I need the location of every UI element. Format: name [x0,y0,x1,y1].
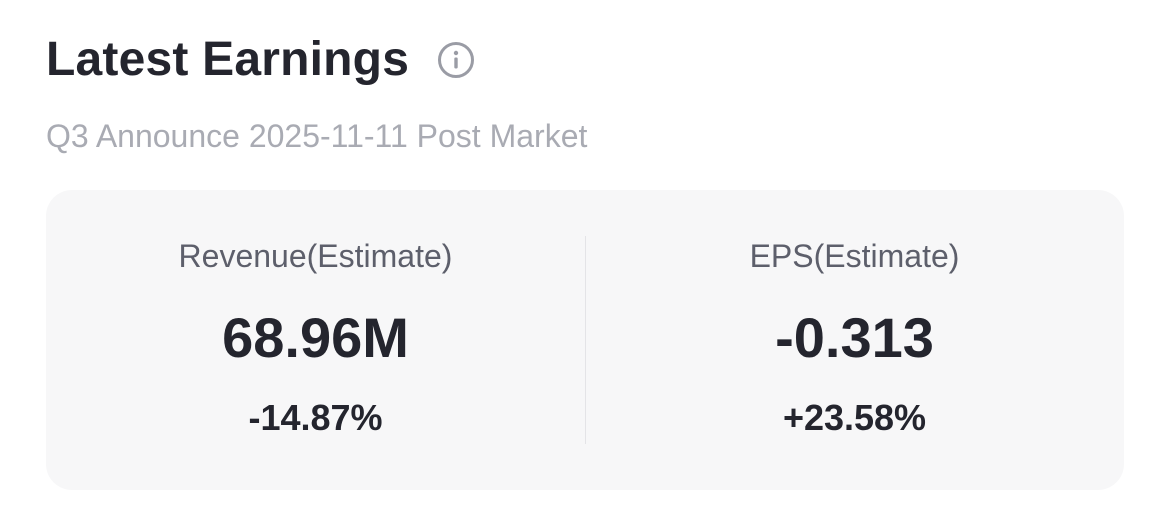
eps-value: -0.313 [775,306,934,369]
announcement-text: Q3 Announce 2025-11-11 Post Market [46,118,588,154]
info-icon[interactable] [437,41,475,79]
revenue-change: -14.87% [248,397,383,438]
page-title: Latest Earnings [46,33,410,86]
info-circle-icon [438,42,475,78]
revenue-label: Revenue(Estimate) [178,238,453,274]
column-divider [585,236,586,444]
earnings-card: Revenue(Estimate) 68.96M -14.87% EPS(Est… [46,190,1124,490]
header: Latest Earnings [46,30,475,90]
revenue-value: 68.96M [222,306,409,369]
eps-label: EPS(Estimate) [749,238,960,274]
eps-change: +23.58% [782,397,927,438]
revenue-column: Revenue(Estimate) 68.96M -14.87% [46,190,585,490]
eps-column: EPS(Estimate) -0.313 +23.58% [585,190,1124,490]
